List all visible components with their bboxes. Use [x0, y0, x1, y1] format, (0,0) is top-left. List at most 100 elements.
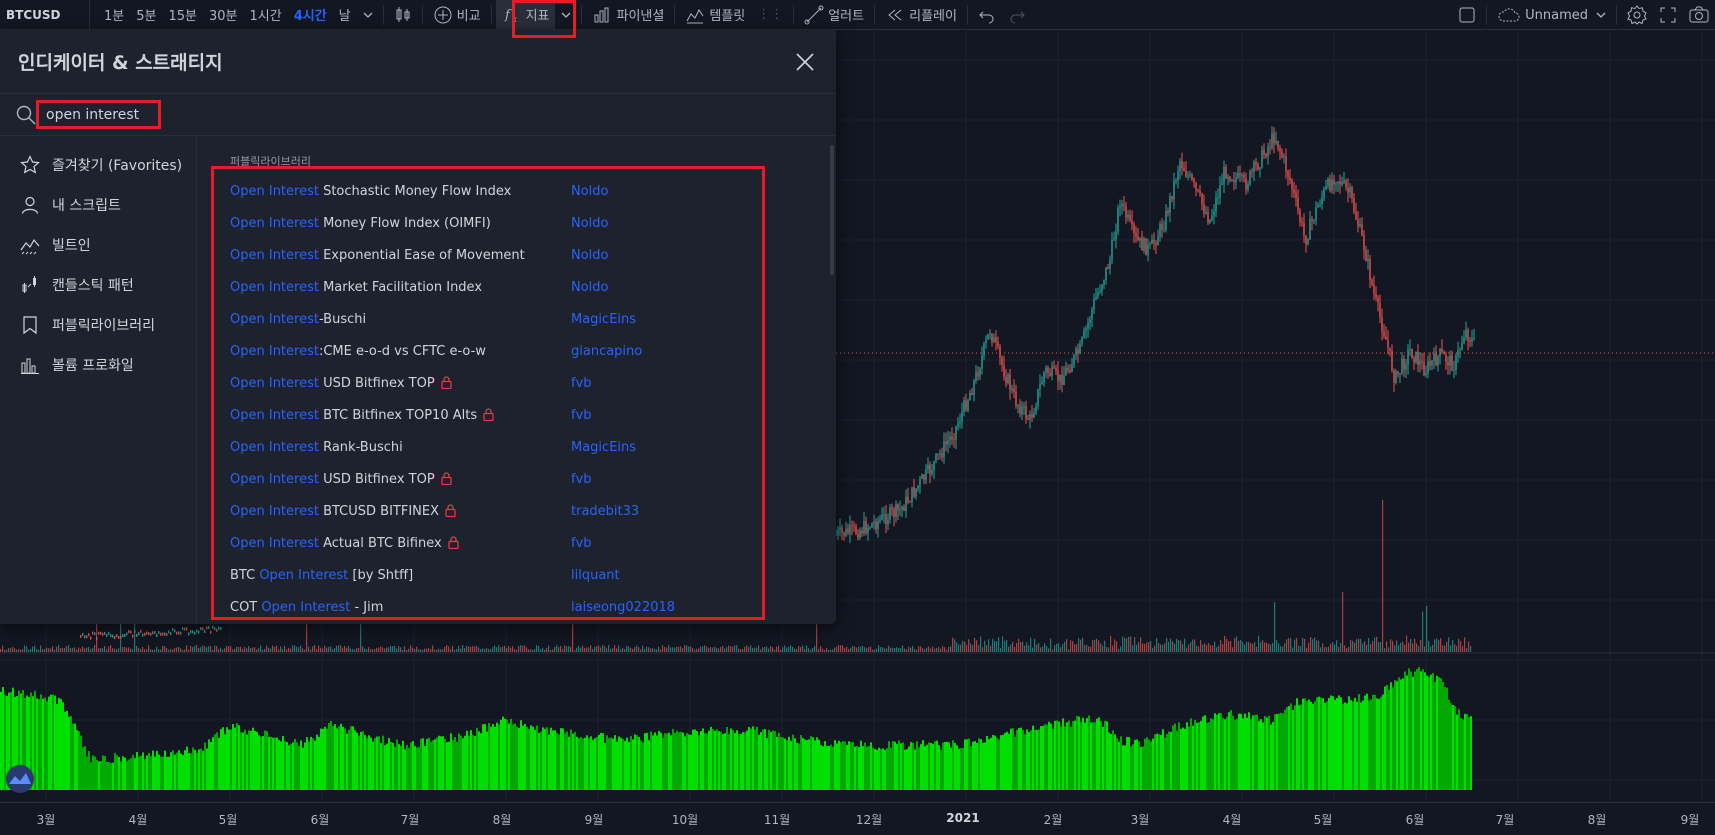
indicator-bar — [156, 750, 158, 790]
volume-bar — [998, 637, 1000, 652]
rewind-icon — [888, 9, 902, 20]
volume-bar — [726, 647, 728, 652]
candle-body — [1121, 203, 1123, 207]
compare-button[interactable]: 비교 — [427, 0, 487, 29]
undo-button[interactable] — [972, 0, 1002, 29]
interval-5m[interactable]: 5분 — [136, 9, 157, 24]
drag-handle-icon[interactable]: ⋮⋮ — [757, 7, 784, 22]
alert-button[interactable]: 얼러트 — [798, 0, 870, 29]
result-author-link[interactable]: fvb — [571, 471, 592, 487]
indicator-bar — [858, 747, 860, 790]
fullscreen-toggle-button[interactable] — [1452, 0, 1482, 30]
snapshot-button[interactable] — [1683, 0, 1715, 30]
candle-body — [903, 506, 905, 512]
indicator-bar — [468, 735, 470, 790]
chart-type-button[interactable] — [388, 0, 418, 29]
result-author-link[interactable]: fvb — [571, 375, 592, 391]
price-chart[interactable] — [0, 31, 1715, 803]
volume-bar — [510, 647, 512, 652]
result-author-link[interactable]: laiseong022018 — [571, 599, 676, 615]
candle-body — [172, 627, 174, 631]
fullscreen-button[interactable] — [1653, 0, 1683, 30]
result-row[interactable]: COT Open Interest - Jimlaiseong022018251 — [230, 591, 836, 623]
volume-bar — [1254, 642, 1256, 652]
result-author-link[interactable]: MagicEins — [571, 439, 637, 455]
volume-bar — [490, 649, 492, 652]
indicator-bar — [232, 724, 234, 790]
candle-body — [154, 631, 156, 635]
redo-button[interactable] — [1002, 0, 1032, 29]
volume-bar — [1076, 643, 1078, 652]
result-row[interactable]: Open Interest USD Bitfinex TOPfvb127 — [230, 463, 836, 495]
result-author-link[interactable]: giancapino — [571, 343, 643, 359]
interval-30m[interactable]: 30분 — [208, 9, 238, 24]
plus-circle-icon — [434, 6, 452, 23]
result-author-link[interactable]: Noldo — [571, 183, 609, 199]
candle-body — [1353, 198, 1355, 213]
sidebar-item-my-scripts[interactable]: 내 스크립트 — [0, 185, 196, 225]
templates-button[interactable]: 템플릿 — [679, 0, 751, 29]
symbol-search-button[interactable]: BTCUSD — [0, 0, 90, 29]
result-row[interactable]: Open Interest:CME e-o-d vs CFTC e-o-w gia… — [230, 335, 836, 367]
sidebar-item-favorites[interactable]: 즐겨찾기 (Favorites) — [0, 145, 196, 185]
result-row[interactable]: BTC Open Interest [by Shtff]lilquant800 — [230, 559, 836, 591]
result-author-link[interactable]: fvb — [571, 535, 592, 551]
indicator-bar — [118, 756, 120, 790]
template-icon — [686, 8, 704, 23]
result-author-link[interactable]: MagicEins — [571, 311, 637, 327]
sidebar-item-public-library[interactable]: 퍼블릭라이브러리 — [0, 305, 196, 345]
result-row[interactable]: Open Interest USD Bitfinex TOPfvb274 — [230, 367, 836, 399]
search-input[interactable] — [46, 106, 746, 123]
indicator-bar — [392, 742, 394, 790]
result-author-link[interactable]: Noldo — [571, 279, 609, 295]
interval-dropdown[interactable] — [357, 0, 379, 29]
result-author-link[interactable]: Noldo — [571, 247, 609, 263]
indicator-bar — [1170, 731, 1172, 790]
result-author-link[interactable]: Noldo — [571, 215, 609, 231]
candle-body — [1379, 302, 1381, 318]
result-row[interactable]: Open Interest Exponential Ease of Moveme… — [230, 239, 836, 271]
result-row[interactable]: Open Interest Market Facilitation Index N… — [230, 271, 836, 303]
result-author-link[interactable]: tradebit33 — [571, 503, 640, 519]
indicator-bar — [1358, 694, 1360, 790]
result-author-link[interactable]: fvb — [571, 407, 592, 423]
result-row[interactable]: Open Interest-BuschiMagicEins322 — [230, 303, 836, 335]
indicators-dropdown[interactable] — [555, 0, 577, 29]
settings-button[interactable] — [1621, 0, 1653, 30]
volume-bar — [1112, 645, 1114, 652]
volume-bar — [1152, 647, 1154, 652]
result-row[interactable]: Open Interest BTC Bitfinex TOP10 Alts fvb… — [230, 399, 836, 431]
result-row[interactable]: Open Interest Money Flow Index (OIMFI) No… — [230, 207, 836, 239]
volume-bar — [146, 649, 148, 652]
indicator-bar — [748, 727, 750, 790]
candle-body — [1103, 280, 1105, 285]
indicator-bar — [398, 744, 400, 790]
close-button[interactable] — [792, 49, 818, 75]
tradingview-logo-icon[interactable] — [6, 765, 34, 793]
candle-body — [943, 441, 945, 458]
result-row[interactable]: Open Interest BTCUSD BITFINEXtradebit335… — [230, 495, 836, 527]
indicator-bar — [968, 738, 970, 790]
interval-1h[interactable]: 1시간 — [249, 9, 282, 24]
results-scrollbar[interactable] — [830, 145, 834, 275]
layout-button[interactable]: Unnamed — [1491, 0, 1612, 30]
indicator-bar — [682, 732, 684, 790]
result-row[interactable]: Open Interest Stochastic Money Flow Inde… — [230, 175, 836, 207]
interval-1d[interactable]: 날 — [338, 9, 351, 24]
result-row[interactable]: Open Interest Rank-BuschiMagicEins214 — [230, 431, 836, 463]
result-author-link[interactable]: lilquant — [571, 567, 620, 583]
interval-1m[interactable]: 1분 — [104, 9, 125, 24]
replay-button[interactable]: 리플레이 — [879, 0, 963, 29]
indicator-bar — [1380, 696, 1382, 790]
indicator-bar — [202, 751, 204, 790]
volume-bar — [316, 649, 318, 652]
sidebar-item-volume-profile[interactable]: 볼륨 프로화일 — [0, 345, 196, 385]
interval-15m[interactable]: 15분 — [168, 9, 197, 24]
sidebar-item-builtins[interactable]: 빌트인 — [0, 225, 196, 265]
indicator-bar — [1090, 722, 1092, 790]
interval-4h[interactable]: 4시간 — [293, 9, 327, 24]
pine-editor-button[interactable]: 파이낸셜 — [586, 0, 670, 29]
sidebar-item-candlestick-patterns[interactable]: 캔들스틱 패턴 — [0, 265, 196, 305]
result-row[interactable]: Open Interest Actual BTC Bifinexfvb43 — [230, 527, 836, 559]
